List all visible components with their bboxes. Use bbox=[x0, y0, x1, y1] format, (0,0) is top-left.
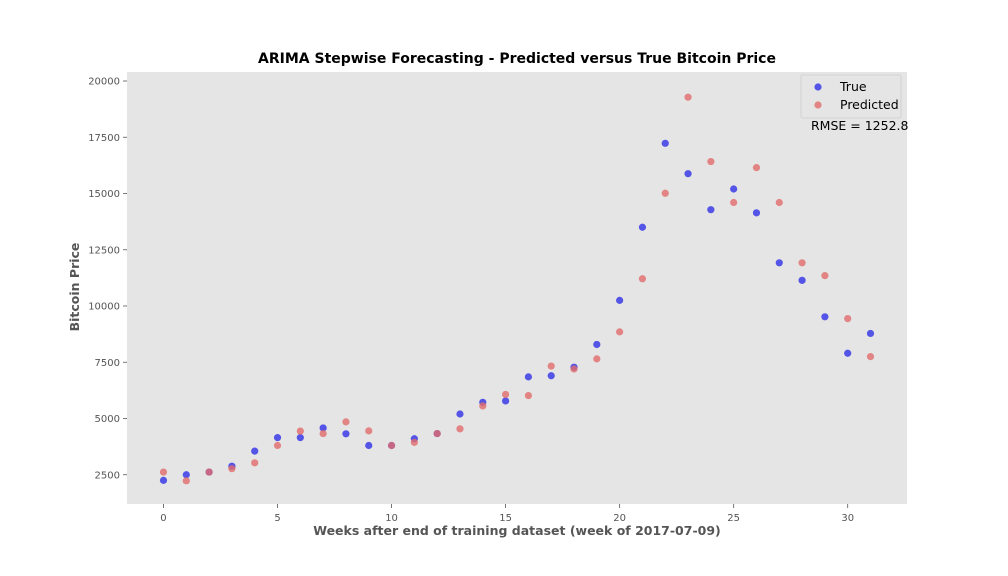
rmse-annotation: RMSE = 1252.8 bbox=[811, 118, 909, 133]
x-tick-label: 0 bbox=[160, 513, 166, 524]
point-predicted bbox=[684, 93, 692, 101]
point-predicted bbox=[456, 425, 464, 433]
y-tick-label: 2500 bbox=[95, 470, 120, 481]
point-true bbox=[707, 206, 715, 214]
point-true bbox=[752, 209, 761, 217]
point-predicted bbox=[342, 418, 350, 426]
legend-label-predicted: Predicted bbox=[840, 97, 899, 112]
legend-box bbox=[800, 74, 902, 119]
point-true bbox=[501, 397, 510, 405]
point-true bbox=[593, 340, 601, 349]
point-predicted bbox=[844, 315, 852, 323]
point-predicted bbox=[730, 198, 738, 207]
point-predicted bbox=[638, 275, 647, 283]
point-predicted bbox=[205, 468, 213, 476]
point-predicted bbox=[524, 391, 533, 400]
point-predicted bbox=[228, 465, 236, 473]
point-predicted bbox=[296, 427, 304, 435]
x-tick-label: 15 bbox=[499, 513, 512, 524]
point-predicted bbox=[251, 459, 259, 467]
point-predicted bbox=[410, 438, 418, 446]
point-predicted bbox=[616, 328, 624, 336]
point-predicted bbox=[593, 355, 601, 363]
y-tick-label: 7500 bbox=[95, 358, 120, 369]
chart-title: ARIMA Stepwise Forecasting - Predicted v… bbox=[258, 51, 776, 67]
point-predicted bbox=[570, 365, 578, 373]
legend-marker-true bbox=[814, 83, 822, 91]
x-tick-label: 5 bbox=[274, 513, 280, 524]
point-true bbox=[638, 223, 647, 231]
point-predicted bbox=[387, 441, 396, 450]
point-true bbox=[844, 349, 852, 357]
point-predicted bbox=[752, 164, 761, 172]
x-axis-label: Weeks after end of training dataset (wee… bbox=[313, 523, 721, 538]
x-tick-label: 20 bbox=[613, 513, 626, 524]
point-true bbox=[296, 434, 304, 442]
point-true bbox=[365, 441, 373, 450]
point-true bbox=[730, 185, 738, 193]
point-true bbox=[661, 139, 669, 147]
legend-label-true: True bbox=[839, 79, 867, 94]
y-tick-label: 12500 bbox=[88, 245, 120, 256]
point-true bbox=[775, 259, 783, 267]
x-tick-label: 30 bbox=[841, 513, 854, 524]
point-predicted bbox=[798, 259, 806, 267]
point-predicted bbox=[479, 402, 487, 410]
point-true bbox=[342, 430, 350, 438]
y-tick-label: 10000 bbox=[88, 302, 120, 313]
y-tick-label: 15000 bbox=[88, 189, 120, 200]
y-tick-label: 20000 bbox=[88, 77, 120, 88]
point-predicted bbox=[775, 198, 783, 207]
point-true bbox=[251, 447, 259, 455]
point-predicted bbox=[433, 429, 441, 438]
point-predicted bbox=[365, 427, 373, 435]
x-tick-label: 25 bbox=[727, 513, 740, 524]
point-true bbox=[273, 434, 282, 442]
point-true bbox=[524, 373, 533, 381]
y-tick-label: 5000 bbox=[95, 414, 120, 425]
point-predicted bbox=[707, 157, 715, 166]
point-predicted bbox=[159, 468, 168, 476]
point-predicted bbox=[501, 390, 510, 399]
point-true bbox=[456, 410, 464, 418]
point-predicted bbox=[319, 429, 327, 438]
point-predicted bbox=[821, 272, 829, 280]
x-tick-label: 10 bbox=[385, 513, 398, 524]
point-predicted bbox=[866, 353, 875, 361]
data-points bbox=[159, 93, 875, 485]
legend: True Predicted bbox=[800, 74, 902, 119]
x-axis-ticks: 0 5 10 15 20 25 30 bbox=[160, 504, 854, 524]
point-true bbox=[821, 313, 829, 321]
point-true bbox=[798, 276, 806, 284]
y-tick-label: 17500 bbox=[88, 133, 120, 144]
plot-area bbox=[127, 72, 907, 504]
point-predicted bbox=[273, 441, 282, 450]
point-true bbox=[684, 170, 692, 178]
point-predicted bbox=[661, 189, 669, 197]
point-true bbox=[182, 471, 190, 479]
point-true bbox=[866, 329, 875, 338]
point-true bbox=[319, 424, 327, 432]
point-predicted bbox=[547, 362, 555, 370]
point-true bbox=[547, 372, 555, 380]
y-axis-ticks: 2500 5000 7500 10000 12500 15000 17500 20000 bbox=[88, 77, 127, 481]
y-axis-label: Bitcoin Price bbox=[67, 243, 82, 332]
legend-marker-predicted bbox=[814, 101, 822, 109]
point-true bbox=[159, 476, 168, 484]
point-predicted bbox=[182, 477, 190, 485]
point-true bbox=[616, 296, 624, 304]
